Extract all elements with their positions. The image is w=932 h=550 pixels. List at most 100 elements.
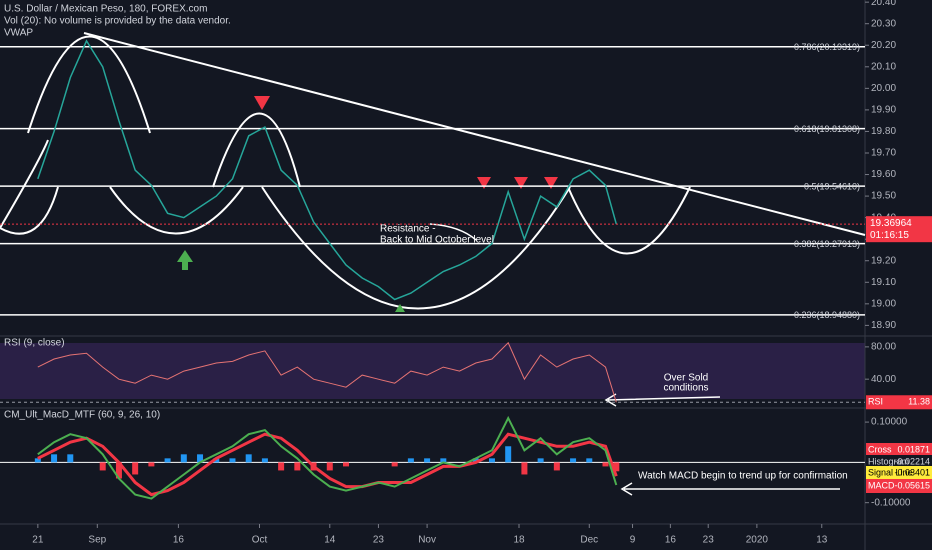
y-tick-label: 20.20 <box>871 40 896 51</box>
histogram-bar <box>343 462 349 467</box>
readout-text: 11.38 <box>908 397 930 407</box>
histogram-bar <box>245 454 252 463</box>
up-arrow <box>395 304 405 312</box>
last-price: 19.36964 <box>870 218 912 229</box>
histogram-bar <box>115 462 122 479</box>
panel-title: CM_Ult_MacD_MTF (60, 9, 26, 10) <box>4 410 160 421</box>
y-tick-label: -0.10000 <box>871 497 911 508</box>
series-line <box>37 341 617 403</box>
y-tick-label: 19.10 <box>871 277 896 288</box>
histogram-bar <box>197 454 204 463</box>
histogram-bar <box>326 462 333 471</box>
histogram-bar <box>586 458 593 463</box>
readout-box <box>866 466 932 480</box>
x-tick-label: 16 <box>173 535 185 546</box>
x-tick-label: 18 <box>513 535 525 546</box>
down-arrow <box>477 177 491 189</box>
histogram-bar <box>537 458 544 463</box>
price-box <box>866 216 932 243</box>
fib-label: 0.236(18.94880) <box>794 310 860 320</box>
annotation: Over Sold <box>664 373 708 384</box>
down-arrow <box>514 177 528 189</box>
histogram-bar <box>180 454 187 463</box>
x-tick-label: 9 <box>630 535 636 546</box>
fib-label: 0.382(19.27913) <box>794 239 860 249</box>
fib-label: 0.618(19.81308) <box>794 124 860 134</box>
histogram-bar <box>613 462 620 472</box>
readout-box <box>866 455 932 469</box>
histogram-bar <box>148 462 155 467</box>
readout-box <box>866 395 932 410</box>
y-tick-label: 80.00 <box>871 342 896 353</box>
x-tick-label: 23 <box>703 535 715 546</box>
readout-text: Signal Line <box>868 467 913 477</box>
trendline <box>83 32 866 236</box>
x-tick-label: 21 <box>32 535 44 546</box>
annotation: Back to Mid October level <box>380 235 494 246</box>
panel-title: RSI (9, close) <box>4 338 65 349</box>
annotation: conditions <box>663 383 708 394</box>
volume-note: Vol (20): No volume is provided by the d… <box>4 16 231 27</box>
y-tick-label: 18.90 <box>871 320 896 331</box>
arc <box>0 35 151 229</box>
y-tick-label: 19.70 <box>871 148 896 159</box>
rsi-band <box>0 343 865 399</box>
histogram-bar <box>391 462 398 467</box>
readout-text: -0.05615 <box>894 480 930 490</box>
histogram-bar <box>505 446 512 463</box>
arc <box>261 186 571 310</box>
x-tick-label: Sep <box>88 535 106 546</box>
histogram-bar <box>553 462 560 471</box>
histogram-bar <box>294 462 301 471</box>
histogram-bar <box>213 458 220 463</box>
symbol-title: U.S. Dollar / Mexican Peso, 180, FOREX.c… <box>4 4 207 15</box>
x-tick-label: 16 <box>665 535 677 546</box>
up-arrow <box>177 250 193 270</box>
series-line <box>37 39 618 301</box>
histogram-bar <box>407 458 414 463</box>
readout-text: RSI <box>868 397 883 407</box>
histogram-bar <box>132 462 139 475</box>
histogram-bar <box>424 458 431 463</box>
y-tick-label: 19.60 <box>871 169 896 180</box>
x-tick-label: Dec <box>580 535 598 546</box>
fib-label: 0.5(19.54610) <box>804 182 860 192</box>
arc <box>0 186 59 235</box>
x-tick-label: 14 <box>324 535 336 546</box>
readout-text: 0.01871 <box>897 444 930 454</box>
histogram-bar <box>67 454 74 463</box>
readout-text: -0.02214 <box>894 456 930 466</box>
histogram-bar <box>164 458 171 463</box>
histogram-bar <box>570 458 577 463</box>
readout-text: Histogram <box>868 456 909 466</box>
annotation: Watch MACD begin to trend up for confirm… <box>638 471 848 482</box>
arrow-line <box>620 482 840 496</box>
histogram-bar <box>440 458 447 463</box>
histogram-bar <box>602 462 609 467</box>
series-line <box>37 432 618 497</box>
readout-text: Cross <box>868 444 892 454</box>
readout-text: -0.03401 <box>894 467 930 477</box>
histogram-bar <box>472 458 479 463</box>
x-tick-label: 2020 <box>746 535 769 546</box>
x-tick-label: Nov <box>418 535 436 546</box>
y-tick-label: 19.00 <box>871 298 896 309</box>
x-tick-label: 13 <box>816 535 828 546</box>
markers <box>177 250 405 312</box>
series-line <box>37 415 618 500</box>
arc <box>109 186 244 235</box>
fib-label: 0.786(20.19319) <box>794 42 860 52</box>
markers <box>254 96 558 189</box>
y-tick-label: 19.80 <box>871 126 896 137</box>
arc <box>567 186 691 255</box>
readout-text: MACD <box>868 480 895 490</box>
histogram-bar <box>34 458 41 463</box>
arrow-line <box>604 393 721 407</box>
y-tick-label: 0.10000 <box>871 417 908 428</box>
histogram-bar <box>261 458 268 463</box>
y-tick-label: 19.50 <box>871 191 896 202</box>
y-tick-label: 20.30 <box>871 18 896 29</box>
down-arrow <box>544 177 558 189</box>
